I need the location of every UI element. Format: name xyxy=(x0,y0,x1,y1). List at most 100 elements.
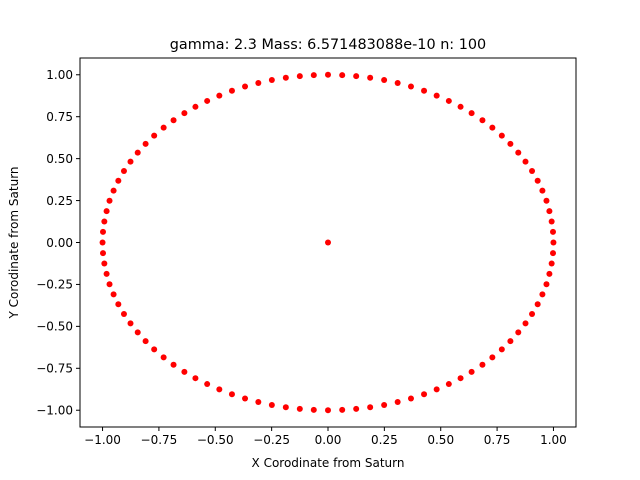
data-point xyxy=(120,310,127,317)
plot-area-frame xyxy=(79,57,577,428)
x-tick-label: −1.00 xyxy=(84,433,121,447)
data-point xyxy=(192,375,199,382)
data-point xyxy=(282,74,289,81)
data-point xyxy=(160,354,167,361)
data-point xyxy=(407,83,414,90)
data-point xyxy=(106,281,113,288)
data-point xyxy=(103,208,110,215)
data-point xyxy=(394,399,401,406)
y-tick-label: 0.50 xyxy=(46,152,73,166)
data-point xyxy=(142,338,149,345)
y-tick-label: −1.00 xyxy=(36,404,73,418)
data-point xyxy=(546,270,553,277)
data-point xyxy=(255,79,262,86)
data-point xyxy=(534,301,541,308)
data-point xyxy=(242,395,249,402)
data-point xyxy=(507,140,514,147)
x-tick-label: −0.25 xyxy=(253,433,290,447)
data-point xyxy=(310,72,317,79)
data-point xyxy=(106,197,113,204)
data-point xyxy=(507,338,514,345)
data-point xyxy=(110,187,117,194)
y-tick-label: 1.00 xyxy=(46,68,73,82)
data-point xyxy=(216,92,223,99)
data-point xyxy=(367,404,374,411)
data-point xyxy=(381,76,388,83)
data-point xyxy=(228,391,235,398)
data-point xyxy=(170,117,177,124)
data-point xyxy=(268,76,275,83)
data-point xyxy=(204,381,211,388)
data-point xyxy=(381,402,388,409)
center-point xyxy=(325,239,331,246)
data-point xyxy=(100,250,106,257)
data-point xyxy=(100,228,106,235)
data-point xyxy=(120,168,127,175)
data-point xyxy=(515,149,522,156)
x-tick-label: 0.50 xyxy=(427,433,454,447)
data-point xyxy=(151,132,158,139)
data-point xyxy=(529,310,536,317)
data-point xyxy=(310,406,317,413)
data-point xyxy=(134,149,141,156)
data-point xyxy=(353,73,360,80)
data-point xyxy=(204,97,211,104)
y-tick-label: 0.00 xyxy=(46,236,73,250)
data-point xyxy=(170,361,177,368)
y-axis-label: Y Corodinate from Saturn xyxy=(7,166,21,319)
x-tick-label: 1.00 xyxy=(540,433,567,447)
data-point xyxy=(479,361,486,368)
data-point xyxy=(546,208,553,215)
data-point xyxy=(534,177,541,184)
data-point xyxy=(498,132,505,139)
data-point xyxy=(296,73,303,80)
data-point xyxy=(115,301,122,308)
data-point xyxy=(367,74,374,81)
data-point xyxy=(242,83,249,90)
data-point xyxy=(134,329,141,336)
x-axis-label: X Corodinate from Saturn xyxy=(252,456,405,470)
data-point xyxy=(498,346,505,353)
data-point xyxy=(457,375,464,382)
data-point xyxy=(268,402,275,409)
data-point xyxy=(127,320,134,327)
data-point xyxy=(325,71,331,78)
data-point xyxy=(433,92,440,99)
data-point xyxy=(468,368,475,375)
data-point xyxy=(433,386,440,393)
data-point xyxy=(522,158,529,165)
data-point xyxy=(489,124,496,131)
chart-title: gamma: 2.3 Mass: 6.571483088e-10 n: 100 xyxy=(170,37,486,53)
data-point xyxy=(407,395,414,402)
data-point xyxy=(543,281,550,288)
data-point xyxy=(421,87,428,94)
data-point xyxy=(543,197,550,204)
data-point xyxy=(522,320,529,327)
data-point xyxy=(548,218,555,225)
data-point xyxy=(103,270,110,277)
data-points xyxy=(99,71,557,414)
data-point xyxy=(339,406,346,413)
x-tick-label: 0.25 xyxy=(371,433,398,447)
data-point xyxy=(339,72,346,79)
data-point xyxy=(457,103,464,110)
data-point xyxy=(110,291,117,298)
data-point xyxy=(489,354,496,361)
data-point xyxy=(550,228,556,235)
data-point xyxy=(127,158,134,165)
data-point xyxy=(325,407,331,414)
data-point xyxy=(445,97,452,104)
data-point xyxy=(192,103,199,110)
data-point xyxy=(151,346,158,353)
x-tick-label: 0.75 xyxy=(484,433,511,447)
data-point xyxy=(115,177,122,184)
data-point xyxy=(216,386,223,393)
data-point xyxy=(394,79,401,86)
data-point xyxy=(181,368,188,375)
data-point xyxy=(142,140,149,147)
axis-ticks: −1.00 −0.75 −0.50 −0.25 0.00 0.25 0.50 0.75 1.00… xyxy=(36,68,567,447)
data-point xyxy=(99,239,106,246)
x-tick-label: 0.00 xyxy=(315,433,342,447)
data-point xyxy=(101,218,108,225)
